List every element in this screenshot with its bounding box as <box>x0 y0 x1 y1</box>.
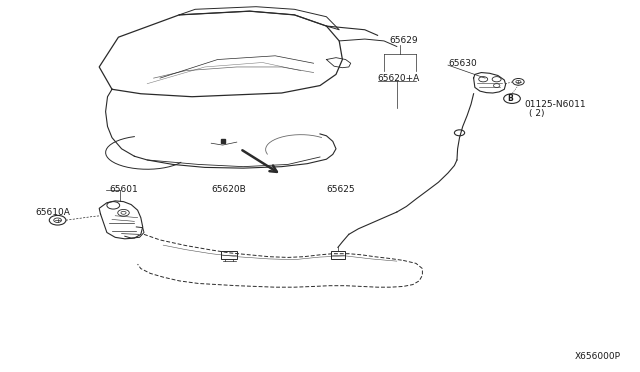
Text: 65625: 65625 <box>326 185 355 194</box>
Text: ( 2): ( 2) <box>529 109 544 118</box>
Text: 65620B: 65620B <box>211 185 246 194</box>
Text: B: B <box>508 94 513 103</box>
Text: 65610A: 65610A <box>35 208 70 217</box>
Text: 65601: 65601 <box>109 185 138 194</box>
Text: 65620+A: 65620+A <box>378 74 420 83</box>
Text: 01125-N6011: 01125-N6011 <box>525 100 586 109</box>
Text: 65630: 65630 <box>448 59 477 68</box>
Text: 65629: 65629 <box>389 36 417 45</box>
Text: X656000P: X656000P <box>575 352 621 361</box>
